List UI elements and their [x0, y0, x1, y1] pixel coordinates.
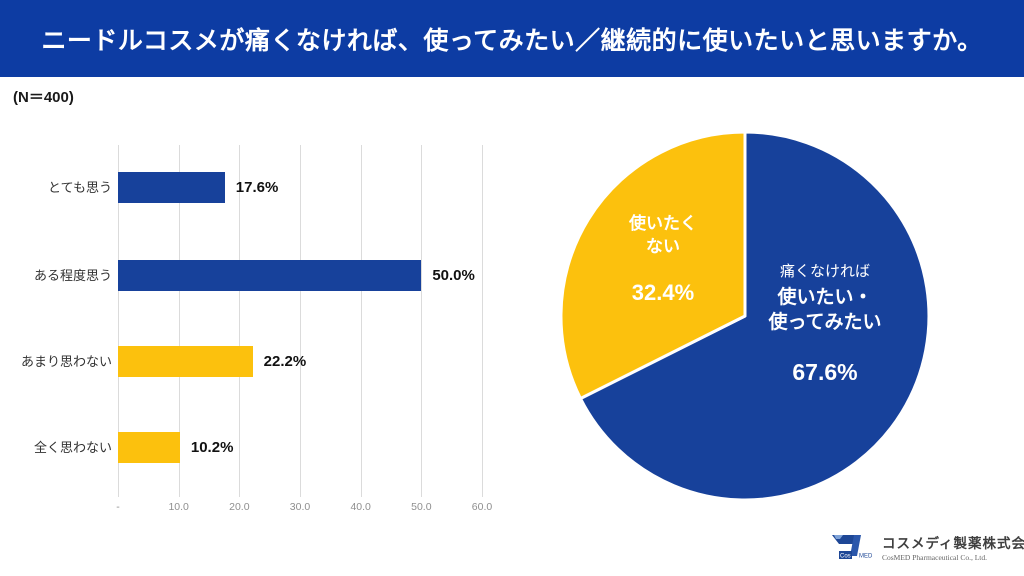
- x-tick-label: 10.0: [168, 501, 189, 513]
- gridline: [118, 145, 119, 497]
- gridline: [178, 145, 180, 497]
- title-bar: ニードルコスメが痛くなければ、使ってみたい／継続的に使いたいと思いますか。: [0, 0, 1024, 77]
- x-tick-label: 60.0: [471, 501, 493, 513]
- gridline: [482, 145, 483, 497]
- bar-aruteido-omou: [118, 260, 422, 291]
- logo-text-cos: Cos: [840, 554, 851, 560]
- pie-blue-percent: 67.6%: [792, 359, 858, 385]
- bar-value-label: 10.2%: [190, 439, 234, 456]
- pie-yellow-label-line1: 使いたく: [629, 214, 697, 233]
- bar-amari-omowanai: [118, 346, 253, 377]
- bar-row-amari-omowanai: あまり思わない 22.2%: [20, 346, 520, 377]
- bar-row-aruteido-omou: ある程度思う 50.0%: [20, 260, 520, 291]
- x-tick-label: 30.0: [289, 501, 311, 513]
- sample-size-label: (N＝400): [13, 89, 74, 106]
- pie-blue-label-line2: 使ってみたい: [768, 312, 882, 333]
- pie-slice-blue: [579, 130, 931, 502]
- pie-label-blue: 痛くなければ 使いたい・ 使ってみたい 67.6%: [740, 262, 910, 386]
- bar-category-label: あまり思わない: [20, 354, 112, 369]
- gridline: [300, 145, 301, 497]
- company-logo: Cos MED コスメディ製薬株式会社 CosMED Pharmaceutica…: [830, 531, 1024, 563]
- gridline: [360, 145, 362, 497]
- gridline: [239, 145, 241, 497]
- pie-blue-label-line1: 使いたい・: [777, 287, 873, 308]
- bar-category-label: とても思う: [48, 180, 112, 195]
- bar-value-label: 50.0%: [432, 267, 475, 284]
- x-tick-label: 20.0: [229, 501, 250, 513]
- bar-category-label: 全く思わない: [33, 440, 112, 455]
- pie-chart-svg: [559, 130, 931, 502]
- logo-text-med: MED: [859, 554, 873, 560]
- bar-row-mattaku-omowanai: 全く思わない 10.2%: [20, 432, 520, 463]
- bar-mattaku-omowanai: [118, 432, 180, 463]
- bar-value-label: 22.2%: [263, 353, 307, 370]
- bar-totemo-omou: [118, 172, 225, 203]
- x-tick-label: -: [116, 501, 120, 513]
- bar-category-label: ある程度思う: [33, 268, 112, 283]
- company-name-ja: コスメディ製薬株式会社: [882, 536, 1024, 551]
- x-tick-label: 40.0: [350, 501, 371, 513]
- cosmed-logo-icon: Cos MED: [832, 535, 873, 560]
- pie-yellow-label-line2: ない: [646, 237, 680, 256]
- bar-value-label: 17.6%: [235, 179, 279, 196]
- bar-row-totemo-omou: とても思う 17.6%: [20, 172, 520, 203]
- slide-title: ニードルコスメが痛くなければ、使ってみたい／継続的に使いたいと思いますか。: [41, 26, 983, 55]
- pie-slice-yellow: [559, 130, 747, 400]
- gridline: [421, 145, 423, 497]
- pie-blue-sublabel: 痛くなければ: [779, 263, 870, 280]
- x-tick-label: 50.0: [411, 501, 432, 513]
- pie-yellow-percent: 32.4%: [631, 280, 695, 305]
- pie-label-yellow: 使いたく ない 32.4%: [583, 212, 743, 306]
- company-name-en: CosMED Pharmaceutical Co., Ltd.: [882, 553, 987, 562]
- bar-chart: とても思う 17.6% ある程度思う 50.0% あまり思わない 22.2% 全…: [20, 145, 520, 525]
